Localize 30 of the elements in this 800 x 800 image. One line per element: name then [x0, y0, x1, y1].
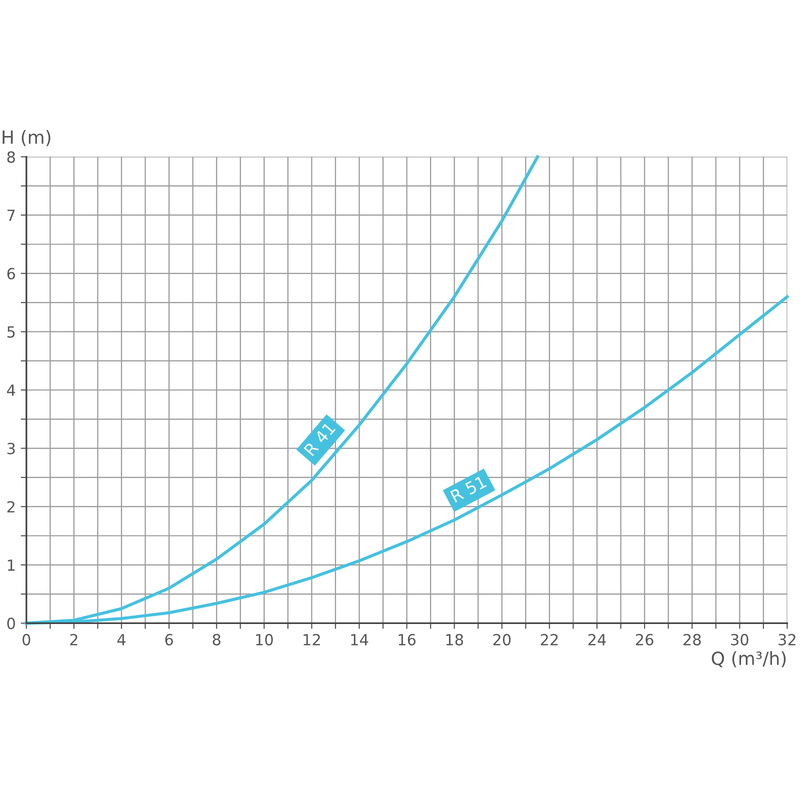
y-tick-label: 2	[7, 501, 14, 512]
y-tick-label: 6	[7, 268, 16, 280]
x-tick-label: 28	[684, 634, 701, 646]
y-tick-label: 7	[8, 210, 15, 221]
y-axis-title: H (m)	[2, 130, 50, 146]
x-tick-label: 18	[446, 634, 464, 646]
x-tick-label: 8	[212, 634, 220, 646]
text: R 41	[304, 422, 336, 456]
y-tick-label: 4	[7, 384, 16, 396]
x-tick-label: 24	[588, 634, 606, 646]
y-tick-label: 0	[7, 618, 15, 630]
x-tick-label: 6	[165, 634, 173, 646]
x-tick-label: 14	[351, 634, 368, 646]
x-tick-label: 12	[304, 634, 320, 646]
x-axis-title: Q (m³/h)	[712, 651, 786, 668]
y-tick-label: 8	[7, 151, 15, 163]
x-tick-label: 16	[398, 634, 416, 646]
x-tick-label: 2	[70, 634, 78, 646]
x-tick-label: 20	[493, 634, 511, 646]
text: R 51	[450, 475, 487, 503]
x-tick-label: 30	[731, 634, 748, 646]
y-tick-label: 5	[7, 326, 15, 338]
x-tick-label: 0	[22, 634, 30, 646]
x-tick-label: 10	[256, 634, 273, 646]
x-tick-label: 22	[540, 634, 558, 646]
x-tick-label: 4	[117, 634, 126, 646]
y-tick-label: 3	[7, 442, 15, 454]
x-tick-label: 26	[636, 634, 654, 646]
y-tick-label: 1	[8, 560, 15, 571]
x-tick-label: 32	[778, 634, 796, 646]
